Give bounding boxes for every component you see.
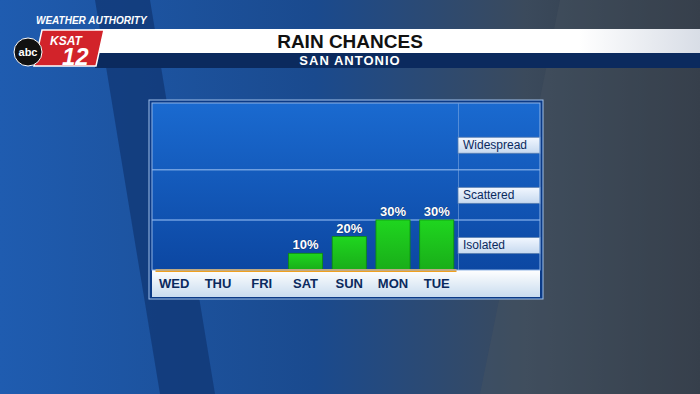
- y-tick: Scattered: [458, 187, 540, 203]
- x-tick: MON: [378, 270, 408, 291]
- channel: 12: [62, 43, 89, 70]
- y-label-box: [458, 237, 540, 253]
- data-label: 20%: [336, 221, 362, 236]
- category-strip: [152, 270, 540, 297]
- y-tick-label: Isolated: [463, 238, 505, 252]
- plot-area: [152, 103, 540, 270]
- subtitle-bar: [95, 53, 700, 68]
- y-label-box: [458, 137, 540, 153]
- title-bar: [95, 29, 700, 53]
- bar: [288, 253, 322, 270]
- x-tick: SAT: [293, 270, 318, 291]
- y-tick-label: Widespread: [463, 138, 527, 152]
- x-tick-label: SUN: [336, 276, 363, 291]
- x-tick: WED: [159, 270, 189, 291]
- x-tick: THU: [205, 270, 232, 291]
- network-logo: [14, 38, 42, 66]
- y-tick: Isolated: [458, 237, 540, 253]
- data-labels: 10% 20% 30% 30%: [292, 204, 450, 252]
- plot-frame: [152, 103, 540, 270]
- brand: WEATHER AUTHORITY: [36, 15, 148, 26]
- bar: [376, 220, 410, 270]
- x-tick: SUN: [336, 270, 363, 291]
- x-tick: FRI: [251, 270, 272, 291]
- y-tick: Widespread: [458, 137, 540, 153]
- grid: [152, 170, 540, 220]
- grid-line: [152, 169, 540, 171]
- y-label-box: [458, 187, 540, 203]
- network: abc: [19, 46, 38, 58]
- x-tick-label: WED: [159, 276, 189, 291]
- title: RAIN CHANCES: [277, 31, 423, 52]
- y-tick-label: Scattered: [463, 188, 514, 202]
- x-tick-label: FRI: [251, 276, 272, 291]
- x-tick-label: THU: [205, 276, 232, 291]
- subtitle: SAN ANTONIO: [299, 53, 400, 68]
- background: [0, 0, 700, 394]
- x-tick-label: TUE: [424, 276, 450, 291]
- x-tick-label: SAT: [293, 276, 318, 291]
- data-label: 10%: [292, 237, 318, 252]
- chart: RAIN CHANCESSAN ANTONIO WEATHER AUTHORITY…: [0, 0, 700, 394]
- x-axis: WED THU FRI SAT SUN MON TUE: [156, 270, 457, 291]
- x-tick: TUE: [424, 270, 450, 291]
- bar: [332, 237, 366, 270]
- y-axis: Isolated Scattered Widespread: [458, 104, 540, 271]
- bars: [288, 220, 453, 270]
- panel: [149, 100, 543, 299]
- data-label: 30%: [424, 204, 450, 219]
- x-tick-label: MON: [378, 276, 408, 291]
- bar: [420, 220, 454, 270]
- data-label: 30%: [380, 204, 406, 219]
